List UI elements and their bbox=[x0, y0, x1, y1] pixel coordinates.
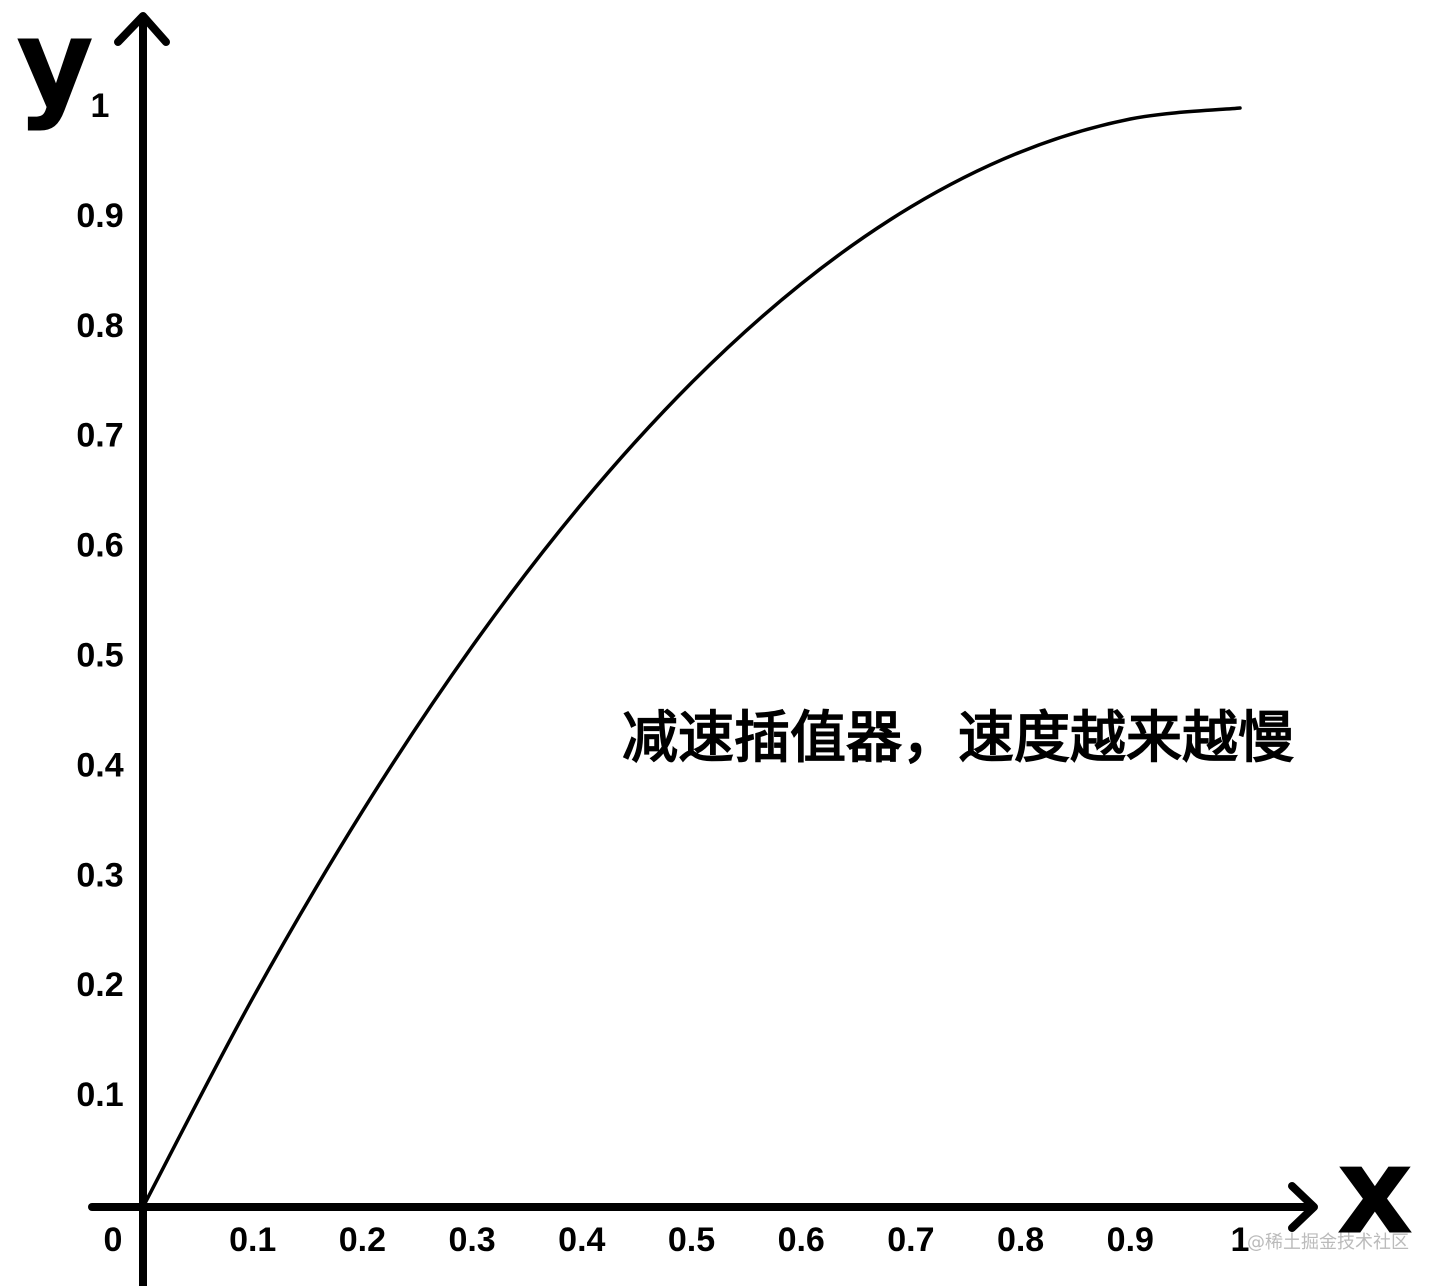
x-tick-label: 0.7 bbox=[887, 1221, 934, 1259]
watermark: @稀土掘金技术社区 bbox=[1247, 1232, 1409, 1253]
y-tick-label: 0.9 bbox=[76, 197, 123, 235]
x-tick-label: 0.1 bbox=[229, 1221, 276, 1259]
y-tick-label: 0.5 bbox=[76, 636, 123, 674]
x-tick-label: 0.2 bbox=[339, 1221, 386, 1259]
y-tick-label: 0.6 bbox=[76, 527, 123, 565]
y-tick-label: 1 bbox=[91, 87, 110, 125]
annotation: 减速插值器，速度越来越慢 bbox=[622, 706, 1295, 771]
x-tick-label: 0.5 bbox=[668, 1221, 715, 1259]
x-axis-arrow bbox=[1288, 1182, 1318, 1232]
y-tick-label: 0.4 bbox=[76, 746, 123, 784]
y-axis-arrow bbox=[114, 12, 170, 46]
curve bbox=[141, 106, 1242, 1209]
x-tick-label: 1 bbox=[1231, 1221, 1250, 1259]
x-tick-label: 0.4 bbox=[558, 1221, 605, 1259]
x-tick-label: 0.3 bbox=[448, 1221, 495, 1259]
y-tick-label: 0.2 bbox=[76, 966, 123, 1004]
y-tick-label: 0.1 bbox=[76, 1076, 123, 1114]
axes bbox=[88, 12, 1318, 1286]
x-axis-label: x bbox=[1336, 1123, 1413, 1262]
x-tick-label: 0.9 bbox=[1107, 1221, 1154, 1259]
x-tick-label: 0 bbox=[104, 1221, 123, 1259]
x-tick-label: 0.8 bbox=[997, 1221, 1044, 1259]
y-tick-label: 0.7 bbox=[76, 417, 123, 455]
x-tick-label: 0.6 bbox=[778, 1221, 825, 1259]
y-tick-label: 0.3 bbox=[76, 856, 123, 894]
y-axis-label: y bbox=[16, 0, 94, 134]
y-tick-label: 0.8 bbox=[76, 307, 123, 345]
